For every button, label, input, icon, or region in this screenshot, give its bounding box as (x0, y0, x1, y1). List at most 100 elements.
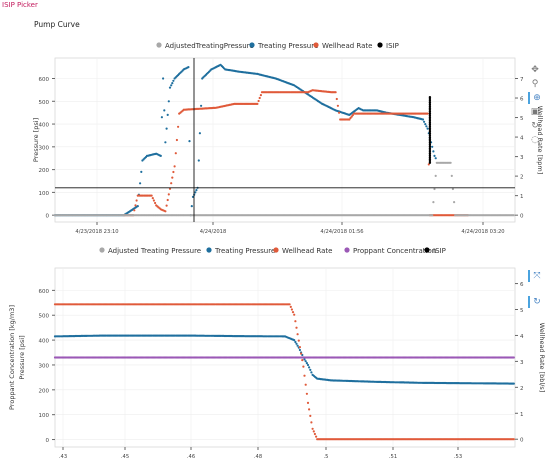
isip-point (428, 132, 432, 135)
series-point (195, 189, 198, 192)
legend-marker-2 (273, 247, 279, 253)
series-point (512, 356, 515, 359)
series-point (164, 141, 167, 144)
x-tick-label: .53 (454, 454, 462, 458)
y-axis-label: Pressure [psi] (32, 118, 40, 162)
help-icon[interactable]: ◌ (531, 135, 539, 145)
y-tick-label: 500 (39, 100, 50, 106)
series-point (293, 339, 296, 342)
isip-point (428, 103, 432, 106)
y-tick-label: 200 (39, 168, 50, 174)
series-point (512, 438, 515, 441)
series-point (351, 114, 354, 117)
series-point (136, 205, 139, 208)
series-point (288, 303, 291, 306)
series-point (434, 174, 437, 177)
isip-point (428, 148, 432, 152)
legend-label-3: Proppant Concentration (353, 247, 436, 255)
series-point (338, 111, 341, 114)
series-point (312, 430, 315, 433)
isip-point (428, 117, 432, 121)
legend-label-0: Adjusted Treating Pressure (108, 247, 201, 255)
y-tick-label: 600 (39, 77, 50, 83)
series-point (165, 127, 168, 130)
y2-tick-label: 6 (520, 97, 524, 103)
x-tick-label: 4/24/2018 (200, 229, 227, 235)
x-tick-label: .5 (324, 454, 329, 458)
y2-axis-label: Wellhead Rate [bpm] (536, 106, 544, 175)
pan-icon[interactable]: ✥ (531, 65, 539, 75)
isip-point (428, 99, 432, 103)
isip-point (428, 152, 432, 155)
series-point (302, 365, 305, 368)
wheel-zoom-icon[interactable]: ⊕ (528, 92, 544, 104)
series-point (163, 109, 166, 112)
series-point (335, 97, 338, 101)
series-point (431, 145, 434, 148)
series-point (309, 414, 312, 417)
series-point (306, 363, 310, 367)
y-tick-label: 500 (39, 314, 50, 320)
series-point (310, 421, 313, 424)
y-tick-label: 400 (39, 339, 50, 345)
series-point (190, 205, 193, 208)
series-point (139, 182, 142, 185)
y-axis-label-inner: Pressure [psi] (18, 335, 26, 379)
y2-tick-label: 7 (520, 77, 524, 83)
y-tick-label: 600 (39, 289, 50, 295)
series-point (174, 152, 177, 155)
series-point (159, 154, 162, 157)
app-title: ISIP Picker (2, 1, 38, 9)
x-tick-label: 4/23/2018 23:10 (75, 229, 118, 235)
series-point (512, 214, 515, 217)
series-point (296, 344, 299, 347)
x-tick-label: .43 (59, 454, 67, 458)
series-point (421, 118, 425, 121)
isip-point (428, 95, 432, 99)
series-point (140, 170, 143, 173)
series-point (291, 311, 295, 314)
isip-point (428, 147, 432, 150)
box-zoom-icon[interactable]: ⚲ (531, 79, 539, 89)
series-point (177, 125, 180, 128)
y-tick-label: 200 (39, 388, 50, 394)
series-point (200, 104, 203, 107)
series-point (164, 210, 167, 213)
series-point (424, 123, 427, 126)
y-tick-label: 0 (46, 214, 50, 220)
series-point (313, 432, 316, 436)
legend-marker-1 (206, 247, 212, 253)
isip-point (428, 161, 432, 164)
series-point (300, 352, 303, 355)
series-point (303, 374, 306, 377)
series-point (310, 371, 313, 374)
series-point (453, 201, 456, 204)
y2-tick-label: 6 (520, 282, 524, 288)
series-point (295, 326, 298, 329)
save-icon[interactable]: ▣ (530, 107, 540, 117)
reset-icon-2[interactable]: ↻ (528, 296, 544, 308)
series-point (162, 77, 165, 80)
x-tick-label: .45 (121, 454, 129, 458)
isip-point (428, 105, 432, 108)
series-point (294, 320, 297, 323)
isip-point (428, 136, 432, 139)
series-point (198, 132, 201, 135)
y2-tick-label: 0 (520, 438, 524, 444)
isip-point (428, 114, 432, 117)
series-point (258, 96, 261, 100)
series-point (336, 104, 339, 107)
y2-tick-label: 4 (520, 334, 524, 340)
y-tick-label: 100 (39, 191, 50, 197)
y2-tick-label: 1 (520, 412, 524, 418)
series-point (256, 102, 259, 105)
reset-icon[interactable]: ↻ (531, 121, 539, 131)
series-point (165, 204, 168, 207)
legend-label-0: AdjustedTreatingPressure (165, 42, 254, 50)
y2-tick-label: 4 (520, 136, 524, 142)
pan-icon-2[interactable]: ⤧ (528, 270, 544, 282)
series-point (426, 112, 429, 115)
isip-point (428, 112, 432, 115)
series-point (427, 163, 430, 166)
isip-point (428, 106, 432, 110)
